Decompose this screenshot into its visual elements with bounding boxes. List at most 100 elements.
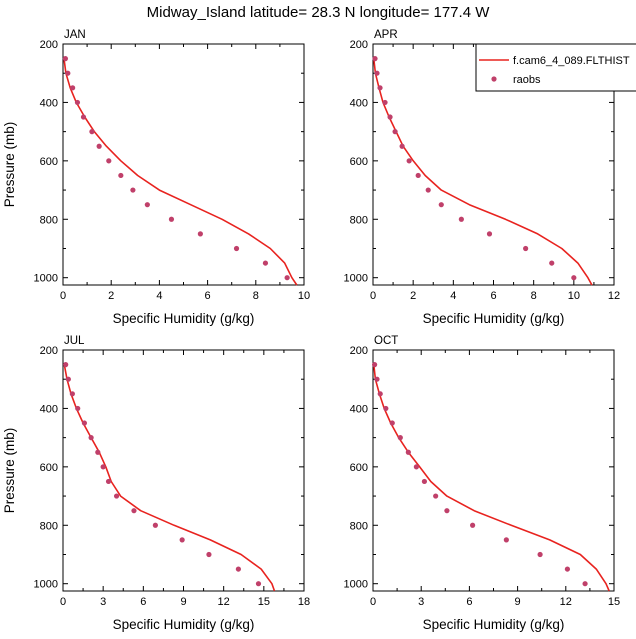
model-line (63, 58, 298, 286)
raob-point (438, 202, 444, 208)
x-tick-label: 2 (410, 290, 416, 302)
raob-point (421, 478, 428, 485)
y-tick-label: 200 (40, 345, 58, 357)
raob-point (95, 449, 101, 455)
y-tick-label: 1000 (344, 579, 368, 591)
raob-point (80, 114, 87, 120)
y-tick-label: 600 (350, 462, 368, 474)
raob-point (144, 202, 150, 208)
raob-point (131, 508, 137, 514)
x-tick-label: 6 (205, 290, 211, 302)
raob-point (89, 129, 95, 135)
x-tick-label: 0 (60, 290, 66, 302)
raob-point (197, 231, 203, 237)
raob-point (470, 522, 476, 528)
raob-point (389, 420, 395, 426)
y-tick-label: 400 (350, 403, 368, 415)
x-tick-label: 15 (258, 596, 270, 608)
raob-point (564, 566, 571, 572)
y-tick-label: 1000 (34, 579, 58, 591)
x-tick-label: 6 (490, 290, 496, 302)
x-tick-label: 10 (568, 290, 580, 302)
panel-label: JUL (64, 335, 85, 347)
plot-frame (62, 43, 305, 286)
raob-point (65, 376, 71, 382)
raob-point (486, 231, 493, 237)
x-tick-label: 4 (450, 290, 456, 302)
panel-label: JAN (64, 29, 86, 41)
x-tick-label: 3 (418, 596, 424, 608)
model-line (373, 58, 593, 286)
x-tick-label: 8 (253, 290, 259, 302)
raob-point (372, 362, 378, 368)
raob-point (63, 362, 69, 368)
raob-point (100, 464, 106, 470)
raob-point (374, 70, 380, 76)
raob-point (425, 187, 431, 193)
y-tick-label: 400 (40, 97, 58, 109)
raob-point (168, 216, 175, 222)
x-tick-label: 2 (108, 290, 114, 302)
raob-point (582, 581, 588, 587)
raob-point (399, 143, 405, 149)
raob-point (444, 508, 450, 514)
raob-point (415, 172, 421, 179)
x-tick-label: 12 (218, 596, 230, 608)
legend-label: raobs (513, 74, 541, 86)
raob-point (88, 435, 94, 441)
raob-point (96, 143, 102, 149)
raob-point (549, 260, 555, 266)
x-tick-label: 4 (156, 290, 162, 302)
raob-point (372, 56, 378, 62)
raob-point (413, 464, 419, 470)
raob-point (152, 522, 158, 528)
x-tick-label: 9 (515, 596, 521, 608)
y-tick-label: 200 (40, 39, 58, 51)
x-axis-title: Specific Humidity (g/kg) (423, 311, 565, 326)
x-tick-label: 12 (560, 596, 572, 608)
x-tick-label: 0 (60, 596, 66, 608)
y-tick-label: 600 (40, 156, 58, 168)
panel-jul: 0 3 6 9 12 15 18 200 400 600 800 1000 JUL Specific Hu… (2, 335, 310, 632)
raob-point (233, 245, 240, 252)
model-line (373, 364, 610, 592)
raob-point (537, 551, 543, 558)
raob-point (262, 260, 269, 266)
raob-point (74, 99, 81, 106)
raob-point (70, 85, 76, 91)
raob-point (130, 187, 136, 193)
panel-jan: 0 2 4 6 8 10 200 400 600 800 1000 JAN Specific Humid… (2, 29, 310, 326)
model-line (63, 364, 276, 592)
raob-point (382, 99, 388, 106)
panel-oct: 0 3 6 9 12 15 200 400 600 800 1000 OCT Specific Humi… (344, 335, 621, 632)
raob-point (62, 56, 69, 62)
raob-point (105, 478, 112, 485)
raob-point (206, 551, 212, 558)
raob-point (65, 70, 71, 76)
raob-point (406, 158, 412, 164)
raob-point (75, 405, 81, 412)
x-tick-label: 0 (370, 290, 376, 302)
y-tick-label: 800 (350, 214, 368, 226)
plot-frame (62, 349, 305, 592)
legend-dot-swatch (491, 76, 497, 82)
x-tick-label: 9 (180, 596, 186, 608)
y-tick-label: 800 (40, 520, 58, 532)
raob-point (503, 537, 509, 543)
raob-point (458, 216, 464, 222)
raob-point (255, 581, 262, 587)
panel-label: APR (374, 29, 398, 41)
x-axis-title: Specific Humidity (g/kg) (113, 617, 255, 632)
raob-point (81, 420, 88, 426)
x-tick-label: 6 (140, 596, 146, 608)
legend-label: f.cam6_4_089.FLTHIST (513, 55, 630, 67)
y-axis-title: Pressure (mb) (2, 428, 17, 514)
x-tick-label: 10 (298, 290, 310, 302)
y-tick-label: 400 (40, 403, 58, 415)
x-tick-label: 18 (298, 596, 310, 608)
x-axis-title: Specific Humidity (g/kg) (113, 311, 255, 326)
raob-point (392, 129, 398, 135)
raob-point (235, 566, 241, 572)
raob-point (284, 275, 290, 281)
